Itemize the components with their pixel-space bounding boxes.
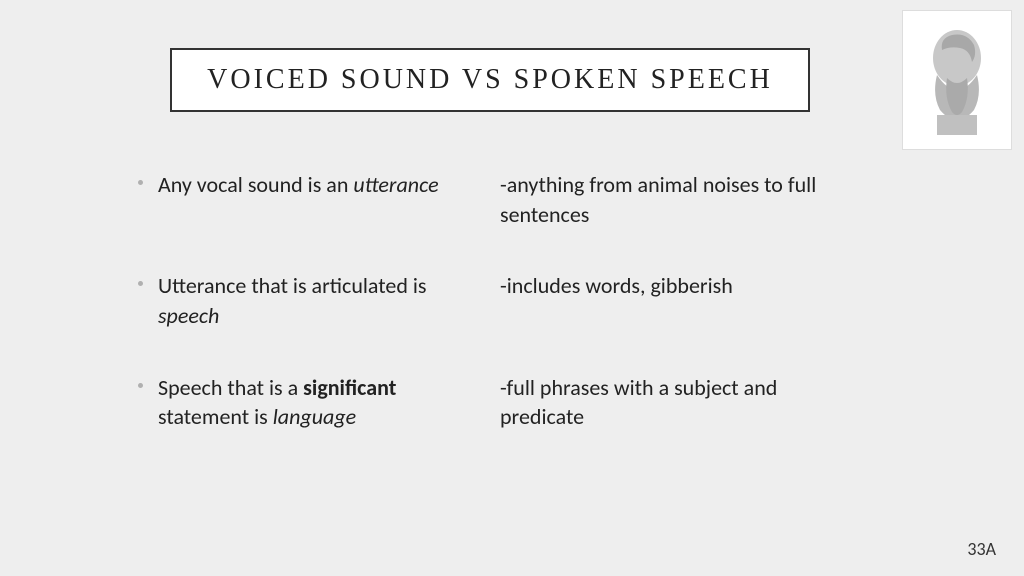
bust-icon bbox=[912, 20, 1002, 140]
bullet-right-text: -includes words, gibberish bbox=[500, 272, 733, 299]
bullet-text-italic: utterance bbox=[353, 171, 438, 198]
bullet-text-italic: language bbox=[273, 403, 356, 430]
bullet-text-pre: Utterance that is articulated is bbox=[158, 272, 427, 299]
philosopher-bust-image bbox=[902, 10, 1012, 150]
bullet-dot-icon bbox=[138, 180, 143, 185]
bullet-right: -anything from animal noises to full sen… bbox=[480, 170, 860, 229]
slide-title: VOICED SOUND VS SPOKEN SPEECH bbox=[192, 64, 788, 96]
bullet-text-pre: Any vocal sound is an bbox=[158, 171, 353, 198]
bullet-right-text: -full phrases with a subject and predica… bbox=[500, 374, 777, 431]
bullet-right-text: -anything from animal noises to full sen… bbox=[500, 171, 816, 228]
bullet-right: -full phrases with a subject and predica… bbox=[480, 373, 860, 432]
bullet-row: Any vocal sound is an utterance -anythin… bbox=[130, 170, 910, 229]
bullet-left: Any vocal sound is an utterance bbox=[130, 170, 480, 229]
bullet-dot-icon bbox=[138, 383, 143, 388]
bullet-dot-icon bbox=[138, 281, 143, 286]
bullet-row: Utterance that is articulated is speech … bbox=[130, 271, 910, 330]
title-box: VOICED SOUND VS SPOKEN SPEECH bbox=[170, 48, 810, 112]
slide-number: 33A bbox=[967, 538, 996, 560]
bullet-text-mid: statement is bbox=[158, 403, 273, 430]
bullet-text-bold: significant bbox=[303, 374, 396, 401]
bullet-left: Speech that is a significant statement i… bbox=[130, 373, 480, 432]
bullet-right: -includes words, gibberish bbox=[480, 271, 860, 330]
bullet-text-italic: speech bbox=[158, 302, 219, 329]
bullet-row: Speech that is a significant statement i… bbox=[130, 373, 910, 432]
bullet-left: Utterance that is articulated is speech bbox=[130, 271, 480, 330]
bullet-text-pre: Speech that is a bbox=[158, 374, 303, 401]
content-area: Any vocal sound is an utterance -anythin… bbox=[130, 170, 910, 474]
